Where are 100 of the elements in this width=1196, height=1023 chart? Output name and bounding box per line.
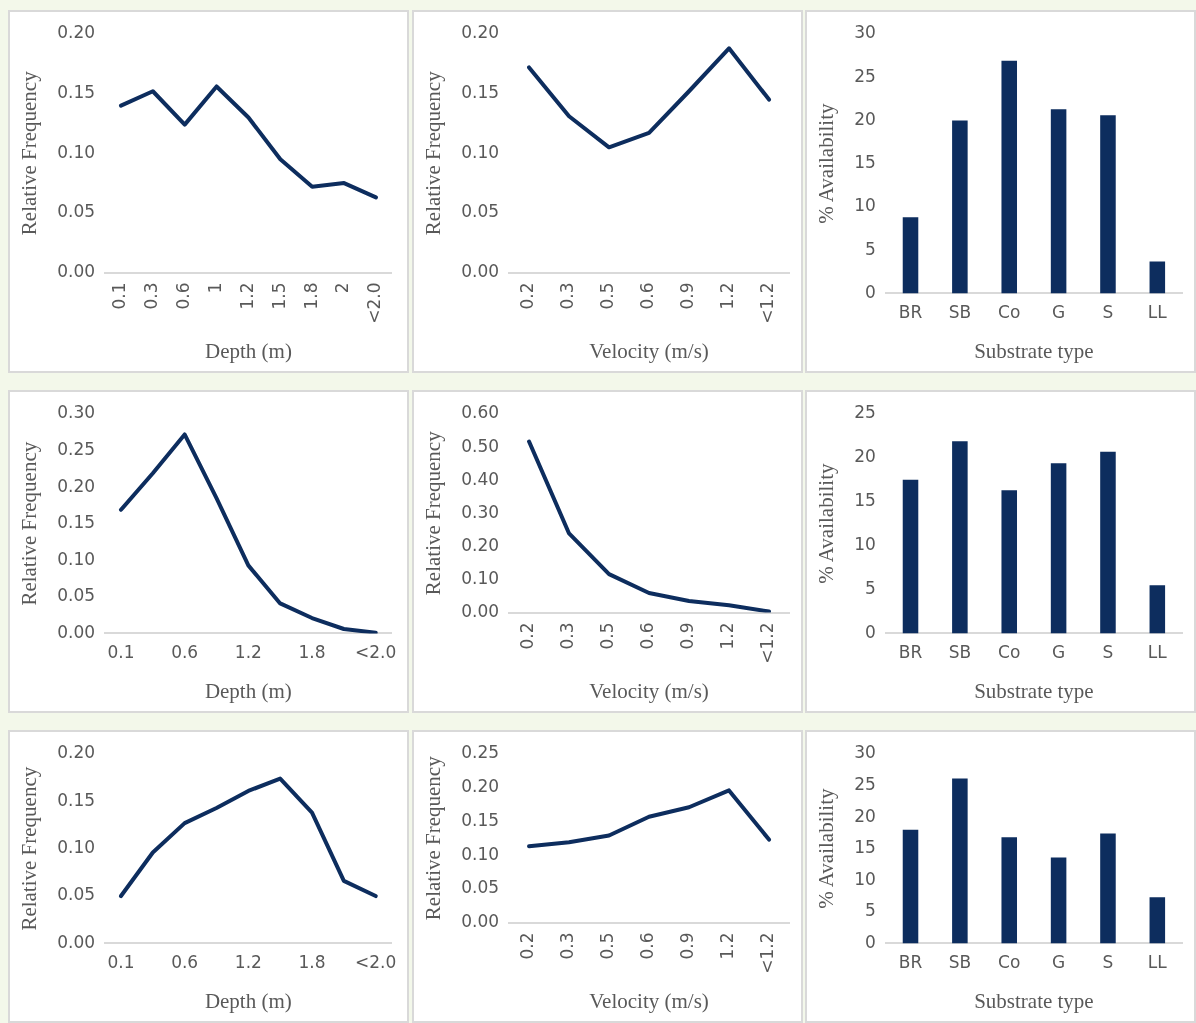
x-tick-label: 0.6 [173, 282, 194, 310]
bar [1100, 833, 1116, 944]
y-tick-label: 0.15 [57, 512, 96, 533]
x-axis-title: Substrate type [974, 338, 1094, 363]
x-tick-label: 0.2 [517, 282, 538, 310]
x-tick-label: 0.3 [557, 622, 578, 650]
bar [1149, 585, 1166, 634]
x-tick-label: 0.3 [557, 932, 578, 960]
y-axis-title: Relative Frequency [421, 430, 446, 596]
x-tick-label: 0.1 [107, 642, 135, 663]
x-tick-label: 0.1 [109, 282, 130, 310]
x-tick-label: 1 [205, 282, 226, 294]
y-tick-label: 0.15 [57, 789, 96, 810]
y-tick-label: 0.30 [461, 501, 500, 522]
x-tick-label: 1.2 [717, 622, 738, 650]
bar [1001, 490, 1018, 634]
y-tick-label: 15 [854, 837, 876, 858]
bar [1050, 109, 1067, 294]
x-tick-label: 1.2 [236, 282, 257, 310]
x-tick-label: SB [948, 302, 972, 323]
y-tick-label: 0.00 [461, 260, 500, 281]
y-tick-label: 0.00 [57, 931, 96, 952]
x-tick-label: Co [998, 952, 1021, 973]
x-tick-label: <2.0 [355, 642, 397, 663]
x-tick-label: 0.6 [637, 282, 658, 310]
x-tick-label: G [1052, 952, 1066, 973]
x-tick-label: 0.6 [637, 932, 658, 960]
x-tick-label: 0.5 [597, 282, 618, 310]
y-tick-label: 0.50 [461, 435, 500, 456]
bar [902, 217, 919, 294]
x-tick-label: S [1102, 302, 1114, 323]
y-tick-label: 10 [854, 868, 876, 889]
x-tick-label: <1.2 [757, 622, 778, 664]
bar [952, 120, 968, 294]
y-axis-title: Relative Frequency [17, 441, 42, 606]
x-tick-label: LL [1147, 952, 1168, 973]
y-tick-label: 20 [854, 805, 876, 826]
x-axis-title: Velocity (m/s) [589, 678, 709, 703]
y-axis-title: % Availability [814, 463, 839, 584]
y-tick-label: 0.15 [57, 82, 96, 103]
x-axis-title: Substrate type [974, 988, 1094, 1013]
y-tick-label: 0.05 [57, 884, 96, 905]
y-tick-label: 0.20 [461, 776, 500, 797]
bar [1050, 857, 1067, 944]
x-tick-label: 0.5 [597, 622, 618, 650]
y-tick-label: 15 [854, 490, 876, 511]
y-tick-label: 0.25 [461, 742, 500, 763]
y-tick-label: 5 [865, 577, 876, 598]
x-tick-label: 1.5 [268, 282, 289, 310]
x-tick-label: 1.2 [717, 932, 738, 960]
bar [1001, 60, 1018, 294]
x-tick-label: SB [948, 642, 972, 663]
x-axis-title: Velocity (m/s) [589, 338, 709, 363]
y-axis-title: Relative Frequency [17, 70, 42, 236]
x-tick-label: <2.0 [355, 952, 397, 973]
x-tick-label: BR [898, 302, 923, 323]
x-tick-label: Co [998, 642, 1021, 663]
bar [1149, 261, 1166, 294]
x-tick-label: 1.2 [717, 282, 738, 310]
x-tick-label: 0.3 [141, 282, 162, 310]
x-tick-label: 2 [332, 282, 353, 294]
y-tick-label: 0.05 [57, 585, 96, 606]
x-tick-label: 1.8 [298, 952, 326, 973]
y-axis-title: Relative Frequency [17, 766, 42, 931]
y-tick-label: 30 [854, 22, 876, 43]
y-tick-label: 0.10 [461, 141, 500, 162]
bar [902, 829, 919, 944]
x-tick-label: G [1052, 302, 1066, 323]
y-tick-label: 0.10 [57, 837, 96, 858]
x-tick-label: 1.8 [300, 282, 321, 310]
y-tick-label: 0 [865, 621, 876, 642]
y-axis-title: % Availability [814, 103, 839, 224]
y-tick-label: 0.20 [57, 22, 96, 43]
x-tick-label: <1.2 [757, 932, 778, 974]
x-tick-label: 0.6 [171, 952, 199, 973]
y-tick-label: 5 [865, 238, 876, 259]
y-tick-label: 0 [865, 931, 876, 952]
y-tick-label: 0.00 [461, 600, 500, 621]
y-tick-label: 0.10 [461, 843, 500, 864]
x-tick-label: S [1102, 642, 1114, 663]
y-tick-label: 0.20 [57, 742, 96, 763]
y-tick-label: 20 [854, 446, 876, 467]
x-tick-label: 1.2 [234, 642, 262, 663]
y-tick-label: 20 [854, 108, 876, 129]
bar [902, 479, 919, 634]
y-tick-label: 10 [854, 534, 876, 555]
y-tick-label: 0.20 [461, 534, 500, 555]
x-tick-label: 1.2 [234, 952, 262, 973]
bar [952, 778, 968, 944]
x-tick-label: 0.9 [677, 932, 698, 960]
y-tick-label: 0.60 [461, 402, 500, 423]
x-tick-label: <2.0 [364, 282, 385, 324]
y-tick-label: 25 [854, 402, 876, 423]
x-tick-label: LL [1147, 642, 1168, 663]
bar [1001, 837, 1018, 944]
x-axis-title: Depth (m) [205, 338, 292, 363]
y-tick-label: 0 [865, 281, 876, 302]
y-tick-label: 25 [854, 773, 876, 794]
x-tick-label: LL [1147, 302, 1168, 323]
y-tick-label: 0.15 [461, 809, 500, 830]
